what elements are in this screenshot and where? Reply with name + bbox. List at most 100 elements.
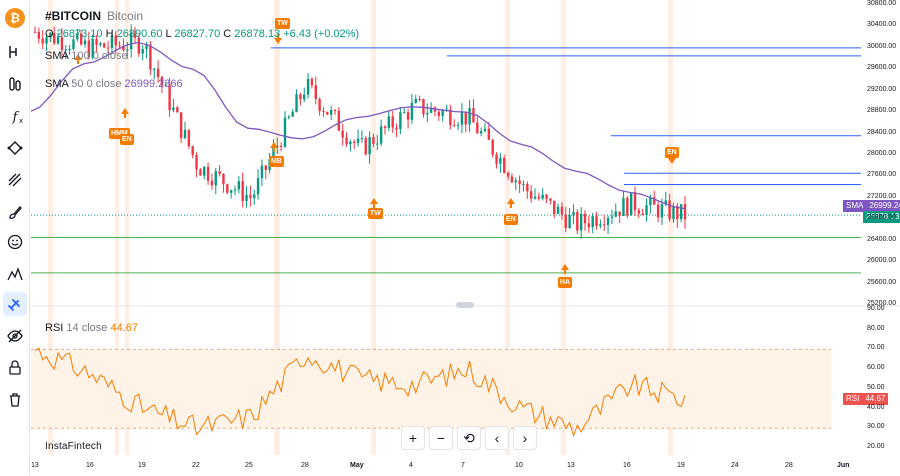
price-chart-svg[interactable] (31, 0, 900, 476)
price-axis-label: 29600.00 (867, 64, 897, 72)
marker-tw-top[interactable]: TW (275, 18, 290, 29)
candle-body (406, 112, 410, 120)
candle-body (433, 107, 437, 112)
candle-body (418, 98, 421, 100)
trend-line-icon[interactable] (3, 136, 27, 160)
date-axis-label: 4 (409, 462, 413, 469)
candle-body (276, 145, 279, 147)
marker-arrow-3 (270, 142, 278, 148)
candle-body (379, 126, 383, 144)
high-label: H (105, 28, 114, 40)
candle-body (295, 94, 298, 113)
candle-body (122, 45, 125, 51)
chart-area[interactable]: #BITCOIN Bitcoin O 26873.10 H 26890.60 L … (31, 0, 900, 476)
marker-hmm[interactable]: HMM (109, 128, 130, 139)
candle-body (526, 183, 529, 192)
candle-body (483, 128, 487, 132)
marker-tw-bottom[interactable]: TW (368, 208, 383, 219)
candle-body (241, 181, 244, 202)
zoom-out-button[interactable]: − (429, 426, 453, 450)
zoom-in-button[interactable]: + (401, 426, 425, 450)
candle-body (591, 216, 594, 228)
rsi-axis-label: 90.00 (867, 305, 885, 312)
marker-ha[interactable]: HA (558, 277, 573, 288)
indicator-icon[interactable] (3, 72, 27, 96)
candle-body (76, 33, 79, 40)
rsi-axis-label: 20.00 (867, 443, 885, 450)
candle-body (345, 137, 348, 145)
pane-resize-handle[interactable] (456, 302, 474, 308)
marker-en-3[interactable]: EN (665, 147, 679, 158)
marker-en-2[interactable]: EN (504, 214, 518, 225)
candle-body (49, 32, 52, 38)
svg-text:f: f (12, 110, 20, 125)
scroll-left-button[interactable]: ‹ (485, 426, 509, 450)
date-axis-label: 10 (515, 462, 523, 469)
candle-body (279, 145, 283, 147)
sma-price-tag: SMA 26999.24 (843, 200, 900, 212)
candle-body (429, 107, 433, 113)
candle-body (45, 37, 48, 44)
candle-body (118, 45, 121, 47)
emoji-icon[interactable] (3, 230, 27, 254)
cursor-icon[interactable] (3, 40, 27, 64)
candle-body (476, 122, 479, 134)
close-label: C (223, 28, 232, 40)
candle-body (410, 102, 414, 120)
eye-icon[interactable] (3, 324, 27, 348)
marker-arrow-4 (370, 198, 378, 204)
candle-body (456, 124, 460, 126)
marker-mb[interactable]: MB (269, 156, 284, 167)
candle-body (249, 194, 252, 199)
candle-body (545, 194, 548, 199)
signal-zone-0 (48, 0, 53, 455)
signal-zone-5 (505, 0, 510, 455)
sma50-legend[interactable]: SMA 50 0 close 26999.2366 (45, 78, 183, 90)
rsi-axis-label: 30.00 (867, 423, 885, 431)
rsi-legend[interactable]: RSI 14 close 44.67 (45, 322, 138, 334)
candle-body (568, 215, 571, 228)
candle-body (103, 43, 106, 48)
candle-body (137, 37, 141, 54)
low-label: L (165, 28, 172, 40)
price-axis-label: 26800.00 (867, 214, 897, 222)
marker-en-1[interactable]: EN (120, 134, 134, 145)
candle-body (506, 172, 510, 177)
brush-icon[interactable] (3, 200, 27, 224)
candle-body (153, 68, 156, 70)
rsi-axis-label: 70.00 (867, 344, 885, 352)
price-axis-label: 26400.00 (867, 235, 897, 243)
date-axis-label: 28 (301, 462, 309, 469)
candle-body (183, 129, 187, 138)
rsi-line (34, 347, 686, 438)
lock-icon[interactable] (3, 356, 27, 380)
candle-body (603, 224, 606, 226)
candle-body (645, 205, 648, 215)
candle-body (229, 190, 233, 193)
patterns-icon[interactable] (3, 262, 27, 286)
trash-icon[interactable] (3, 388, 27, 412)
price-axis-label: 30800.00 (867, 0, 897, 7)
candle-body (310, 78, 314, 86)
sma100-name: SMA (45, 50, 69, 62)
reset-chart-button[interactable]: ⟲ (457, 426, 481, 450)
candle-body (41, 38, 44, 44)
candle-body (626, 197, 629, 216)
date-axis-label: 19 (138, 462, 146, 469)
sma100-legend[interactable]: SMA 100 0 close (45, 50, 128, 62)
rsi-value: 44.67 (110, 322, 138, 334)
fib-icon[interactable] (3, 168, 27, 192)
candle-body (303, 94, 306, 100)
marker-arrow-5 (507, 198, 515, 204)
price-axis-label: 28400.00 (867, 128, 897, 136)
candle-body (576, 211, 579, 231)
candle-body (479, 131, 483, 134)
magnet-icon[interactable] (3, 292, 27, 316)
candle-body (87, 40, 91, 58)
scroll-right-button[interactable]: › (513, 426, 537, 450)
candle-body (64, 49, 67, 51)
candle-body (391, 116, 394, 128)
candle-body (164, 84, 167, 86)
